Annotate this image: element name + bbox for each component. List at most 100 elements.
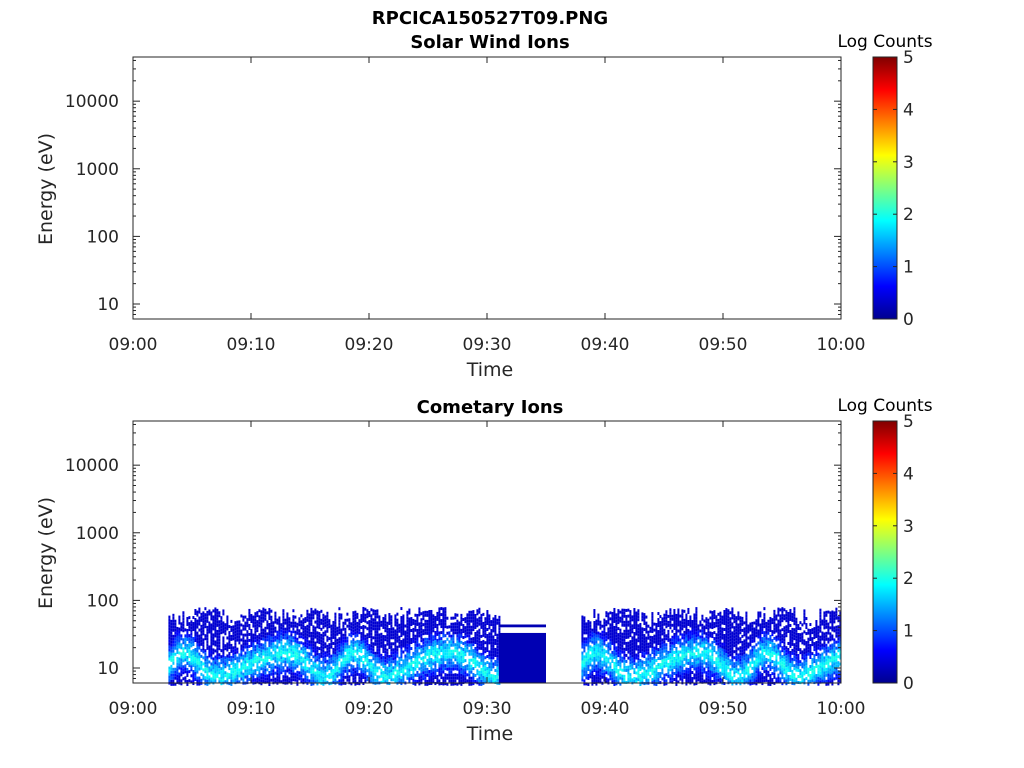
spectrogram-cell	[462, 642, 465, 646]
spectrogram-cell	[651, 627, 654, 631]
spectrogram-cell	[374, 657, 377, 661]
spectrogram-cell	[288, 668, 291, 672]
spectrogram-cell	[386, 672, 389, 676]
spectrogram-cell	[693, 619, 696, 623]
spectrogram-cell	[438, 637, 441, 641]
spectrogram-cell	[727, 663, 730, 667]
spectrogram-cell	[404, 624, 407, 628]
spectrogram-cell	[400, 670, 403, 674]
spectrogram-cell	[208, 651, 211, 655]
spectrogram-cell	[637, 630, 640, 634]
spectrogram-cell	[310, 622, 313, 626]
spectrogram-cell	[326, 644, 329, 648]
spectrogram-cell	[735, 625, 738, 629]
spectrogram-cell	[426, 661, 429, 665]
spectrogram-cell	[238, 653, 241, 657]
spectrogram-cell	[324, 669, 327, 673]
spectrogram-cell	[727, 621, 730, 625]
spectrogram-cell	[725, 608, 728, 612]
spectrogram-cell	[398, 656, 401, 660]
spectrogram-cell	[701, 665, 704, 669]
spectrogram-cell	[204, 622, 207, 626]
spectrogram-cell	[318, 614, 321, 618]
spectrogram-cell	[262, 658, 265, 662]
spectrogram-cell	[290, 675, 293, 679]
spectrogram-cell	[386, 675, 389, 679]
spectrogram-cell	[496, 654, 499, 658]
spectrogram-cell	[689, 639, 692, 643]
spectrogram-cell	[236, 665, 239, 669]
spectrogram-cell	[256, 620, 259, 624]
spectrogram-cell	[374, 609, 377, 613]
spectrogram-cell	[420, 672, 423, 676]
spectrogram-cell	[665, 661, 668, 665]
spectrogram-cell	[426, 631, 429, 635]
spectrogram-cell	[733, 674, 736, 678]
spectrogram-cell	[310, 634, 313, 638]
spectrogram-cell	[402, 677, 405, 681]
spectrogram-cell	[298, 650, 301, 654]
spectrogram-cell	[268, 670, 271, 674]
spectrogram-cell	[675, 673, 678, 677]
spectrogram-cell	[603, 669, 606, 673]
spectrogram-cell	[174, 670, 177, 674]
spectrogram-cell	[442, 616, 445, 620]
spectrogram-cell	[601, 660, 604, 664]
spectrogram-cell	[607, 642, 610, 646]
spectrogram-cell	[254, 648, 257, 652]
spectrogram-cell	[184, 640, 187, 644]
spectrogram-cell	[645, 678, 648, 682]
spectrogram-cell	[348, 657, 351, 661]
spectrogram-cell	[695, 655, 698, 659]
spectrogram-cell	[234, 672, 237, 676]
spectrogram-cell	[474, 673, 477, 677]
spectrogram-cell	[707, 669, 710, 673]
spectrogram-cell	[468, 619, 471, 623]
spectrogram-cell	[186, 619, 189, 623]
spectrogram-cell	[647, 678, 650, 682]
spectrogram-cell	[751, 633, 754, 637]
spectrogram-cell	[649, 635, 652, 639]
spectrogram-cell	[432, 662, 435, 666]
spectrogram-cell	[653, 667, 656, 671]
spectrogram-cell	[222, 669, 225, 673]
spectrogram-cell	[304, 674, 307, 678]
spectrogram-cell	[496, 621, 499, 625]
spectrogram-cell	[601, 651, 604, 655]
spectrogram-cell	[352, 677, 355, 681]
spectrogram-cell	[444, 682, 447, 686]
spectrogram-cell	[645, 621, 648, 625]
spectrogram-cell	[180, 670, 183, 674]
spectrogram-cell	[246, 666, 249, 670]
spectrogram-cell	[414, 619, 417, 623]
spectrogram-cell	[388, 658, 391, 662]
spectrogram-cell	[360, 632, 363, 636]
spectrogram-cell	[332, 674, 335, 678]
spectrogram-cell	[408, 671, 411, 675]
spectrogram-cell	[302, 666, 305, 670]
spectrogram-cell	[222, 609, 225, 613]
spectrogram-cell	[729, 626, 732, 630]
spectrogram-cell	[478, 637, 481, 641]
spectrogram-cell	[404, 654, 407, 658]
spectrogram-cell	[695, 658, 698, 662]
spectrogram-cell	[286, 633, 289, 637]
spectrogram-cell	[252, 675, 255, 679]
spectrogram-cell	[587, 646, 590, 650]
spectrogram-cell	[370, 662, 373, 666]
spectrogram-cell	[709, 634, 712, 638]
spectrogram-cell	[252, 657, 255, 661]
spectrogram-cell	[314, 635, 317, 639]
spectrogram-cell	[320, 639, 323, 643]
spectrogram-cell	[216, 644, 219, 648]
spectrogram-cell	[382, 658, 385, 662]
spectrogram-cell	[751, 651, 754, 655]
spectrogram-cell	[470, 613, 473, 617]
spectrogram-cell	[222, 621, 225, 625]
spectrogram-cell	[418, 676, 421, 680]
spectrogram-cell	[258, 678, 261, 682]
spectrogram-cell	[222, 672, 225, 676]
spectrogram-cell	[474, 634, 477, 638]
spectrogram-cell	[675, 622, 678, 626]
spectrogram-cell	[655, 643, 658, 647]
